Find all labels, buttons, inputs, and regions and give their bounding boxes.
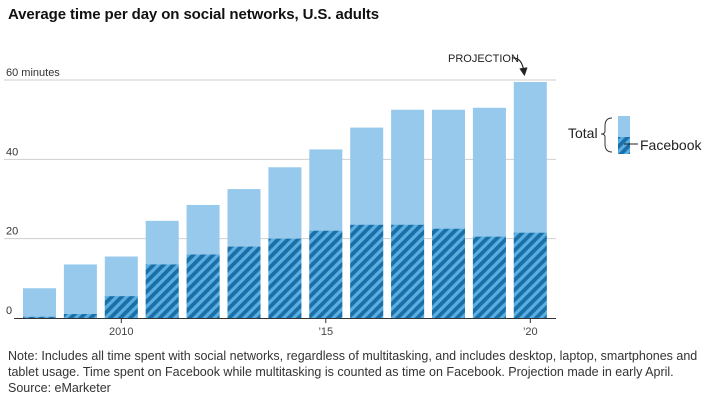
bar-total bbox=[63, 264, 97, 318]
bar-facebook bbox=[472, 236, 506, 318]
bar-facebook bbox=[268, 238, 302, 318]
x-tick-label: ’15 bbox=[318, 326, 333, 338]
bar-facebook bbox=[23, 316, 56, 318]
projection-arrow bbox=[511, 57, 528, 77]
legend-total-label: Total bbox=[568, 125, 598, 141]
y-tick-label: 20 bbox=[6, 226, 18, 238]
y-tick-label: 60 minutes bbox=[6, 67, 60, 79]
bar-total bbox=[23, 288, 56, 318]
y-tick-label: 0 bbox=[6, 305, 12, 317]
chart-note: Note: Includes all time spent with socia… bbox=[8, 348, 704, 396]
x-tick-label: ’20 bbox=[523, 326, 538, 338]
bar-facebook bbox=[391, 224, 425, 318]
x-tick-label: 2010 bbox=[109, 326, 133, 338]
chart-title: Average time per day on social networks,… bbox=[8, 6, 380, 23]
bars bbox=[23, 81, 547, 319]
projection-annotation: PROJECTION bbox=[448, 53, 519, 65]
legend-brace-icon bbox=[600, 117, 613, 153]
bar-facebook bbox=[227, 246, 261, 318]
bar-facebook bbox=[309, 230, 343, 318]
bar-facebook bbox=[350, 224, 384, 318]
legend-facebook-label: Facebook bbox=[640, 137, 702, 153]
note-line-2: tablet usage. Time spent on Facebook whi… bbox=[8, 365, 674, 379]
bar-facebook bbox=[63, 314, 97, 318]
axes: 60 minutes 40 20 0 2010 ’15 ’20 bbox=[6, 67, 556, 338]
y-tick-label: 40 bbox=[6, 146, 18, 158]
note-line-1: Note: Includes all time spent with socia… bbox=[8, 349, 698, 363]
bar-facebook bbox=[186, 254, 220, 318]
bar-chart: 60 minutes 40 20 0 2010 ’15 ’20 PROJECTION Tot… bbox=[4, 53, 702, 338]
bar-facebook bbox=[145, 264, 179, 318]
bar-facebook bbox=[104, 296, 138, 318]
legend-facebook-swatch bbox=[618, 137, 630, 154]
legend: Total Facebook bbox=[568, 116, 702, 154]
bar-facebook bbox=[432, 228, 465, 318]
bar-facebook bbox=[513, 232, 547, 318]
source-line: Source: eMarketer bbox=[8, 381, 111, 395]
legend-total-swatch bbox=[618, 116, 630, 137]
